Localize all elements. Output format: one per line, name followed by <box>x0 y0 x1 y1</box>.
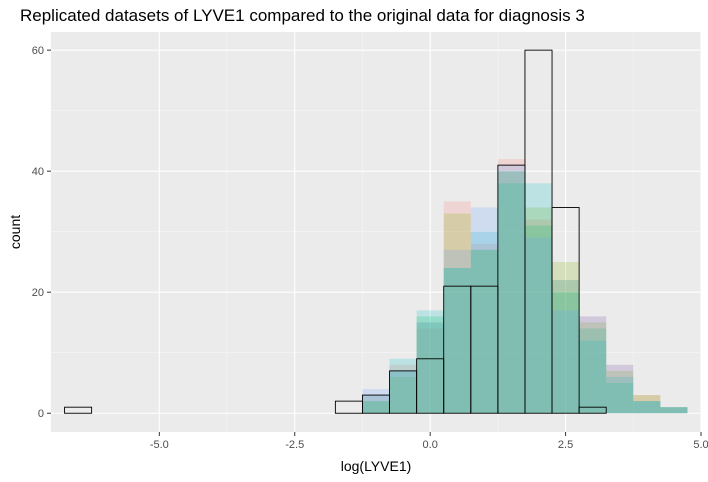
replicate-bar <box>470 207 498 414</box>
x-tick-label: -5.0 <box>150 439 169 451</box>
replicate-bar <box>633 395 661 414</box>
replicate-bar <box>524 237 553 414</box>
replicate-bar <box>389 370 417 414</box>
y-axis-title: count <box>7 215 23 249</box>
replicate-bar <box>443 249 471 414</box>
replicate-bar <box>362 401 390 414</box>
replicate-bar <box>416 316 444 414</box>
original-bar <box>64 406 93 414</box>
replicate-bar <box>497 171 525 414</box>
x-tick-label: 2.5 <box>558 439 573 451</box>
replicate-bar <box>579 316 607 414</box>
chart-title: Replicated datasets of LYVE1 compared to… <box>20 6 585 25</box>
replicate-bar <box>389 370 417 414</box>
replicate-bar <box>660 407 688 414</box>
replicate-bar <box>497 171 525 414</box>
replicate-bar <box>443 213 471 414</box>
x-tick-label: 0.0 <box>423 439 438 451</box>
replicate-bar <box>660 407 688 414</box>
replicate-bar <box>497 183 525 414</box>
replicate-bar <box>416 328 444 414</box>
x-axis-title: log(LYVE1) <box>341 458 412 474</box>
replicate-bar <box>660 407 688 414</box>
replicate-bar <box>579 328 607 414</box>
replicate-bar <box>552 261 580 414</box>
replicate-bar <box>362 395 390 414</box>
replicate-bar <box>552 280 580 414</box>
replicate-bar <box>660 407 688 414</box>
replicate-bar <box>443 268 471 414</box>
replicate-bar <box>497 165 525 414</box>
replicate-bar <box>362 389 390 414</box>
replicated-datasets <box>362 159 688 414</box>
y-tick-label: 20 <box>32 287 44 299</box>
replicate-bar <box>660 407 688 414</box>
original-bar <box>551 207 580 414</box>
replicate-bar <box>416 310 444 414</box>
replicate-bar <box>362 401 390 414</box>
replicate-bar <box>606 370 634 414</box>
replicate-bar <box>524 225 553 414</box>
y-tick-label: 40 <box>32 166 44 178</box>
replicate-bar <box>389 364 417 414</box>
replicate-bar <box>470 249 498 414</box>
y-tick-label: 0 <box>38 408 44 420</box>
replicate-bar <box>606 364 634 414</box>
y-axis-ticks: 0 20 40 60 <box>32 45 51 420</box>
replicate-bar <box>606 364 634 414</box>
original-bar <box>578 406 607 414</box>
replicate-bar <box>416 322 444 414</box>
replicate-bar <box>606 382 634 414</box>
replicate-bar <box>497 159 525 414</box>
replicate-bar <box>633 401 661 414</box>
replicate-bar <box>524 207 553 414</box>
replicate-bar <box>470 243 498 414</box>
replicate-bar <box>552 292 580 414</box>
original-data <box>64 49 607 414</box>
x-tick-label: -2.5 <box>285 439 304 451</box>
replicate-bar <box>389 376 417 414</box>
replicate-bar <box>524 219 553 414</box>
replicate-bar <box>443 201 471 414</box>
replicate-bar <box>606 376 634 414</box>
x-tick-label: 5.0 <box>693 439 708 451</box>
replicate-bar <box>579 340 607 414</box>
replicate-bar <box>633 395 661 414</box>
replicate-bar <box>633 401 661 414</box>
replicate-bar <box>552 280 580 414</box>
y-tick-label: 60 <box>32 45 44 57</box>
replicate-bar <box>389 358 417 414</box>
replicate-bar <box>470 231 498 414</box>
replicate-bar <box>470 249 498 414</box>
replicate-bar <box>416 322 444 414</box>
replicate-bar <box>362 395 390 414</box>
x-axis-ticks: -5.0 -2.5 0.0 2.5 5.0 <box>150 432 708 451</box>
replicate-bar <box>552 310 580 414</box>
replicate-bar <box>524 183 553 414</box>
replicate-bar <box>579 322 607 414</box>
replicate-bar <box>443 268 471 414</box>
replicate-bar <box>633 401 661 414</box>
replicate-bar <box>579 316 607 414</box>
